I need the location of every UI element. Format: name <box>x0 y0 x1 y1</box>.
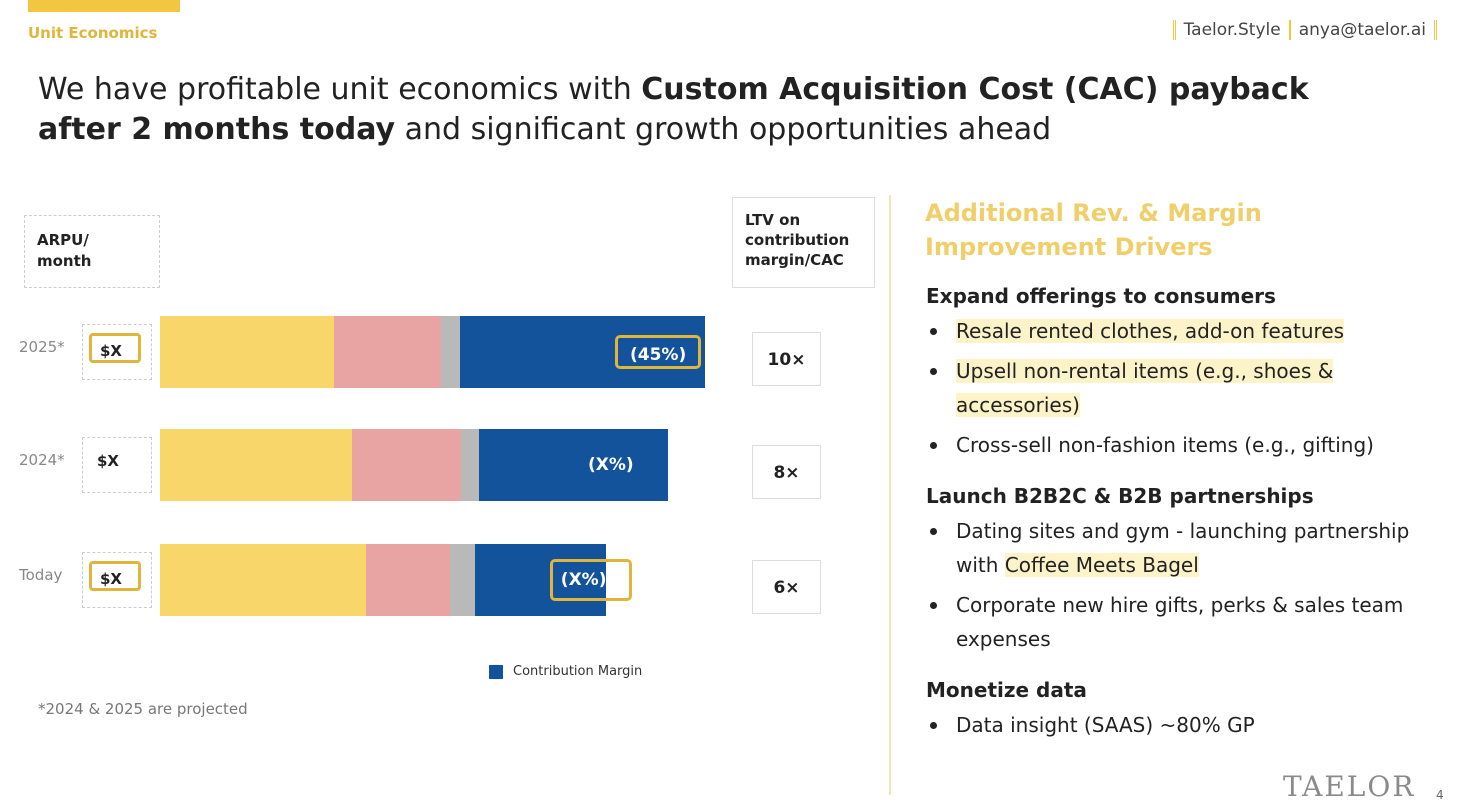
title-part: Custom Acquisition Cost (CAC) payback af… <box>38 72 1309 147</box>
bullet: Corporate new hire gifts, perks & sales … <box>926 588 1446 656</box>
section-title: Launch B2B2C & B2B partnerships <box>926 484 1314 508</box>
category-label: Today <box>19 566 63 584</box>
brand: Taelor.Style <box>1172 20 1289 40</box>
bar-segment <box>440 316 460 388</box>
slide-title: We have profitable unit economics with C… <box>38 70 1398 150</box>
bullet-text: Coffee Meets Bagel <box>1004 553 1199 577</box>
arpu-cell: $X <box>82 324 152 380</box>
arpu-value: $X <box>89 561 141 591</box>
section-label: Unit Economics <box>28 24 158 42</box>
section-title: Expand offerings to consumers <box>926 284 1276 308</box>
arpu-value: $X <box>97 452 120 470</box>
ltv-header: LTV on contribution margin/CAC <box>732 197 875 288</box>
bullet: Upsell non-rental items (e.g., shoes & a… <box>926 354 1446 422</box>
accent-bar <box>28 0 180 12</box>
logo: TAELOR <box>1283 770 1416 803</box>
bullet: Data insight (SAAS) ~80% GP <box>926 708 1446 742</box>
ltv-value: 10× <box>752 332 821 386</box>
email: anya@taelor.ai <box>1288 20 1437 40</box>
legend-label: Contribution Margin <box>513 664 643 679</box>
arpu-cell: $X <box>82 552 152 608</box>
value-label: (45%) <box>615 335 702 369</box>
category-label: 2024* <box>19 451 65 469</box>
chart: 2025* $X 10× (45%) 2024* $X 8× (X%) Today $X 6× (X%… <box>19 316 821 616</box>
bullet-list: Resale rented clothes, add-on features Up… <box>926 314 1446 462</box>
ltv-value: 8× <box>752 445 821 499</box>
bar-segment <box>351 429 461 501</box>
bullet-text: Resale rented clothes, add-on features <box>956 319 1345 343</box>
ltv-value: 6× <box>752 560 821 614</box>
bullet: Cross-sell non-fashion items (e.g., gift… <box>926 428 1446 462</box>
driver-section: Expand offerings to consumers Resale rent… <box>926 284 1446 462</box>
bar-segment <box>478 429 668 501</box>
bar-segment <box>334 316 441 388</box>
category-label: 2025* <box>19 338 65 356</box>
bar-segment <box>160 429 352 501</box>
bar-segment <box>449 544 475 616</box>
bar-segment <box>366 544 450 616</box>
bar-segment <box>460 429 479 501</box>
bullet-text: Data insight (SAAS) ~80% GP <box>956 713 1255 737</box>
bullet-list: Dating sites and gym - launching partner… <box>926 514 1446 656</box>
driver-section: Launch B2B2C & B2B partnerships Dating si… <box>926 484 1446 656</box>
bullet-text: Corporate new hire gifts, perks & sales … <box>956 593 1404 651</box>
section-title: Monetize data <box>926 678 1087 702</box>
bar-segment <box>160 544 366 616</box>
title-part: We have profitable unit economics with <box>38 72 642 107</box>
bullet: Dating sites and gym - launching partner… <box>926 514 1446 582</box>
drivers-list: Expand offerings to consumers Resale rent… <box>926 284 1446 764</box>
bar-segment <box>475 544 606 616</box>
arpu-cell: $X <box>82 437 152 493</box>
arpu-value: $X <box>89 333 141 363</box>
header-right: Taelor.Style anya@taelor.ai <box>1172 20 1437 40</box>
bullet-text: Upsell non-rental items (e.g., shoes & a… <box>956 359 1334 417</box>
drivers-heading: Additional Rev. & Margin Improvement Dri… <box>925 199 1262 261</box>
bullet-list: Data insight (SAAS) ~80% GP <box>926 708 1446 742</box>
bullet-text: Cross-sell non-fashion items (e.g., gift… <box>956 433 1374 457</box>
bar-segment <box>160 316 335 388</box>
divider <box>889 195 891 795</box>
arpu-header: ARPU/ month <box>24 215 160 288</box>
value-label: (X%) <box>549 559 632 601</box>
footnote: *2024 & 2025 are projected <box>38 700 248 718</box>
bullet-text: Dating sites and gym - launching partner… <box>956 519 1410 577</box>
bullet: Resale rented clothes, add-on features <box>926 314 1446 348</box>
page-number: 4 <box>1436 788 1444 802</box>
value-label: (X%) <box>587 455 634 475</box>
title-part: and significant growth opportunities ahe… <box>395 112 1052 147</box>
bar-segment <box>459 316 705 388</box>
legend-swatch <box>489 665 503 679</box>
driver-section: Monetize data Data insight (SAAS) ~80% GP <box>926 678 1446 742</box>
